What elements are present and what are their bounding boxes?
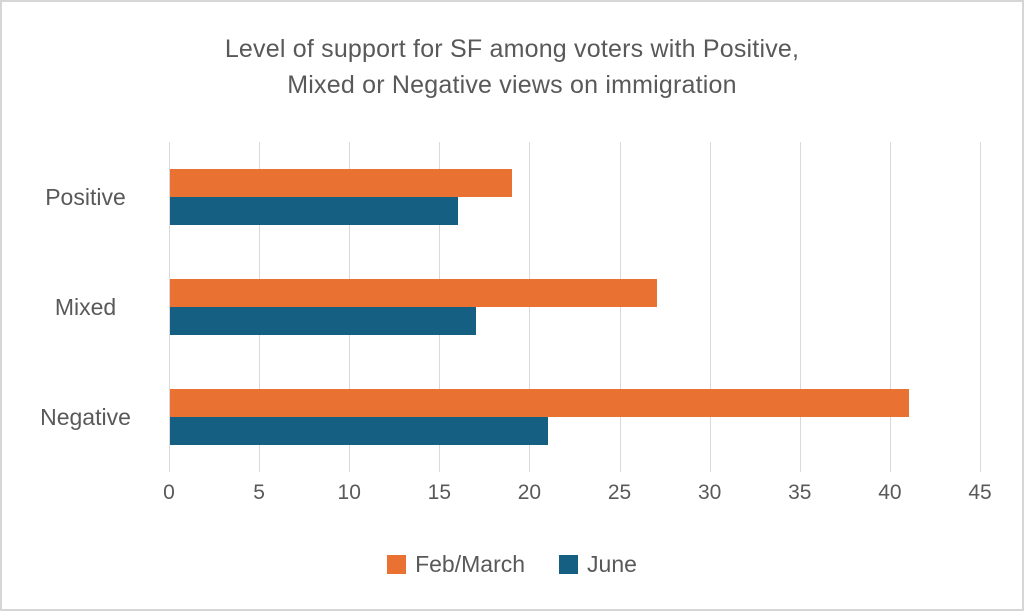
gridline-x-30 [710, 142, 711, 472]
x-tick-label-30: 30 [697, 481, 722, 504]
x-tick-label-25: 25 [607, 481, 632, 504]
legend-swatch-june [559, 555, 579, 574]
chart-title-line-1: Level of support for SF among voters wit… [224, 35, 800, 63]
x-tick-label-15: 15 [427, 481, 452, 504]
bar-feb-march-mixed [170, 279, 657, 307]
gridline-x-25 [620, 142, 621, 472]
legend-item-june: June [559, 551, 637, 578]
x-tick-label-35: 35 [788, 481, 812, 504]
bar-june-mixed [170, 307, 477, 335]
legend-label-feb-march: Feb/March [415, 551, 526, 577]
bar-feb-march-negative [170, 389, 909, 417]
legend-label-june: June [587, 551, 637, 577]
legend-item-feb-march: Feb/March [387, 551, 525, 578]
gridline-x-45 [980, 142, 981, 472]
chart-title-line-2: Mixed or Negative views on immigration [287, 71, 737, 99]
chart-title: Level of support for SF among voters wit… [2, 31, 1022, 103]
bar-feb-march-positive [170, 169, 513, 197]
plot-area [169, 142, 981, 472]
category-label-negative: Negative [40, 404, 131, 430]
legend-swatch-feb-march [387, 555, 407, 574]
bar-june-negative [170, 417, 549, 445]
gridline-x-0 [169, 142, 170, 472]
gridline-x-20 [529, 142, 530, 472]
x-tick-label-40: 40 [878, 481, 902, 504]
x-tick-label-0: 0 [163, 481, 175, 504]
gridline-x-40 [890, 142, 891, 472]
category-label-positive: Positive [45, 184, 126, 210]
chart-legend: Feb/March June [2, 551, 1022, 578]
category-label-mixed: Mixed [54, 294, 117, 320]
x-tick-label-45: 45 [968, 481, 992, 504]
x-tick-label-5: 5 [253, 481, 265, 504]
bar-june-positive [170, 197, 459, 225]
x-tick-label-10: 10 [337, 481, 361, 504]
gridline-x-35 [800, 142, 801, 472]
x-tick-label-20: 20 [517, 481, 542, 504]
